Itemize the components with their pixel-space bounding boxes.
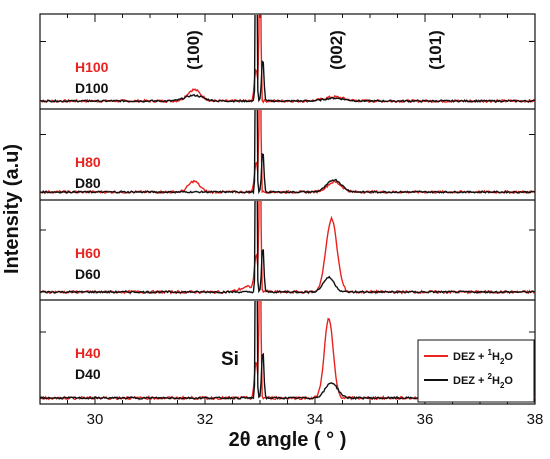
peak-label-100: (100) bbox=[184, 30, 203, 70]
x-axis-label: 2θ angle ( ° ) bbox=[229, 429, 347, 451]
series-line-D100 bbox=[40, 15, 535, 103]
x-tick-label: 36 bbox=[417, 411, 434, 428]
series-label-D80: D80 bbox=[75, 175, 101, 191]
legend-label: DEZ + 1H2O bbox=[453, 348, 513, 366]
series-label-D100: D100 bbox=[75, 80, 109, 96]
series-label-H40: H40 bbox=[75, 345, 101, 361]
si-peak-label: Si bbox=[221, 349, 239, 370]
x-tick-label: 32 bbox=[197, 411, 214, 428]
series-line-H80 bbox=[40, 110, 535, 195]
panel-2 bbox=[40, 201, 535, 295]
series-label-H80: H80 bbox=[75, 154, 101, 170]
panel-0 bbox=[40, 15, 535, 104]
panels-layer: 30 32 34 36 38 bbox=[39, 13, 544, 428]
peak-label-101: (101) bbox=[426, 30, 445, 70]
series-label-H100: H100 bbox=[75, 59, 109, 75]
series-label-H60: H60 bbox=[75, 245, 101, 261]
series-line-H60 bbox=[40, 201, 535, 295]
series-line-D60 bbox=[40, 201, 535, 294]
x-tick-label: 30 bbox=[87, 411, 104, 428]
legend: DEZ + 1H2O DEZ + 2H2O bbox=[417, 339, 535, 403]
x-tick-label: 38 bbox=[527, 411, 544, 428]
x-tick-label: 34 bbox=[307, 411, 324, 428]
series-layer: H100 D100 H80 D80 H60 D60 H40 D40 bbox=[40, 15, 535, 401]
series-label-D40: D40 bbox=[75, 366, 101, 382]
annotation-layer: (100) (002) (101) Si bbox=[184, 30, 445, 370]
legend-box bbox=[417, 339, 535, 403]
series-line-D80 bbox=[40, 110, 535, 195]
peak-label-002: (002) bbox=[327, 30, 346, 70]
y-axis-label: Intensity (a.u) bbox=[1, 144, 23, 274]
legend-label: DEZ + 2H2O bbox=[453, 372, 513, 390]
series-label-D60: D60 bbox=[75, 266, 101, 282]
panel-1 bbox=[40, 110, 535, 195]
axis-layer: 2θ angle ( ° ) Intensity (a.u) bbox=[1, 144, 346, 451]
